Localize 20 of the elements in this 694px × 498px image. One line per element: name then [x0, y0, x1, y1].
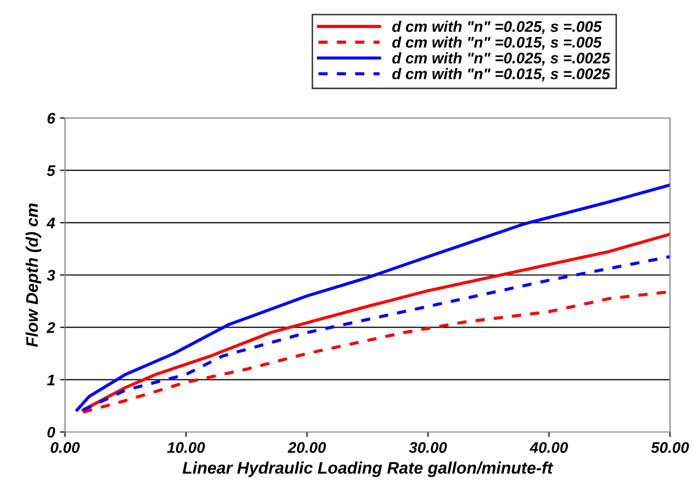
x-tick-label: 20.00	[288, 442, 326, 453]
line-series	[76, 183, 670, 412]
y-tick-label: 5	[46, 165, 56, 176]
legend-label: d cm with "n" =0.025, s =.005	[392, 20, 602, 34]
x-axis-title: Linear Hydraulic Loading Rate gallon/minute-ft	[182, 462, 554, 478]
y-tick-label: 2	[46, 322, 56, 333]
legend-label: d cm with "n" =0.025, s =.0025	[392, 52, 610, 66]
x-tick-label: 10.00	[167, 442, 205, 453]
y-axis-title: Flow Depth (d) cm	[26, 203, 42, 347]
y-tick-label: 4	[46, 218, 56, 228]
y-tick-label: 1	[47, 374, 54, 386]
x-tick-label: 50.00	[651, 442, 689, 453]
x-tick-label: 30.00	[409, 442, 447, 453]
y-tick-label: 3	[46, 270, 56, 281]
y-tick-label: 6	[47, 112, 56, 124]
x-tick-label: 0.00	[50, 442, 80, 453]
x-tick-label: 40.00	[530, 442, 568, 453]
legend-label: d cm with "n" =0.015, s =.005	[392, 36, 602, 50]
y-tick-label: 0	[47, 426, 56, 438]
legend-label: d cm with "n" =0.015, s =.0025	[392, 68, 610, 82]
